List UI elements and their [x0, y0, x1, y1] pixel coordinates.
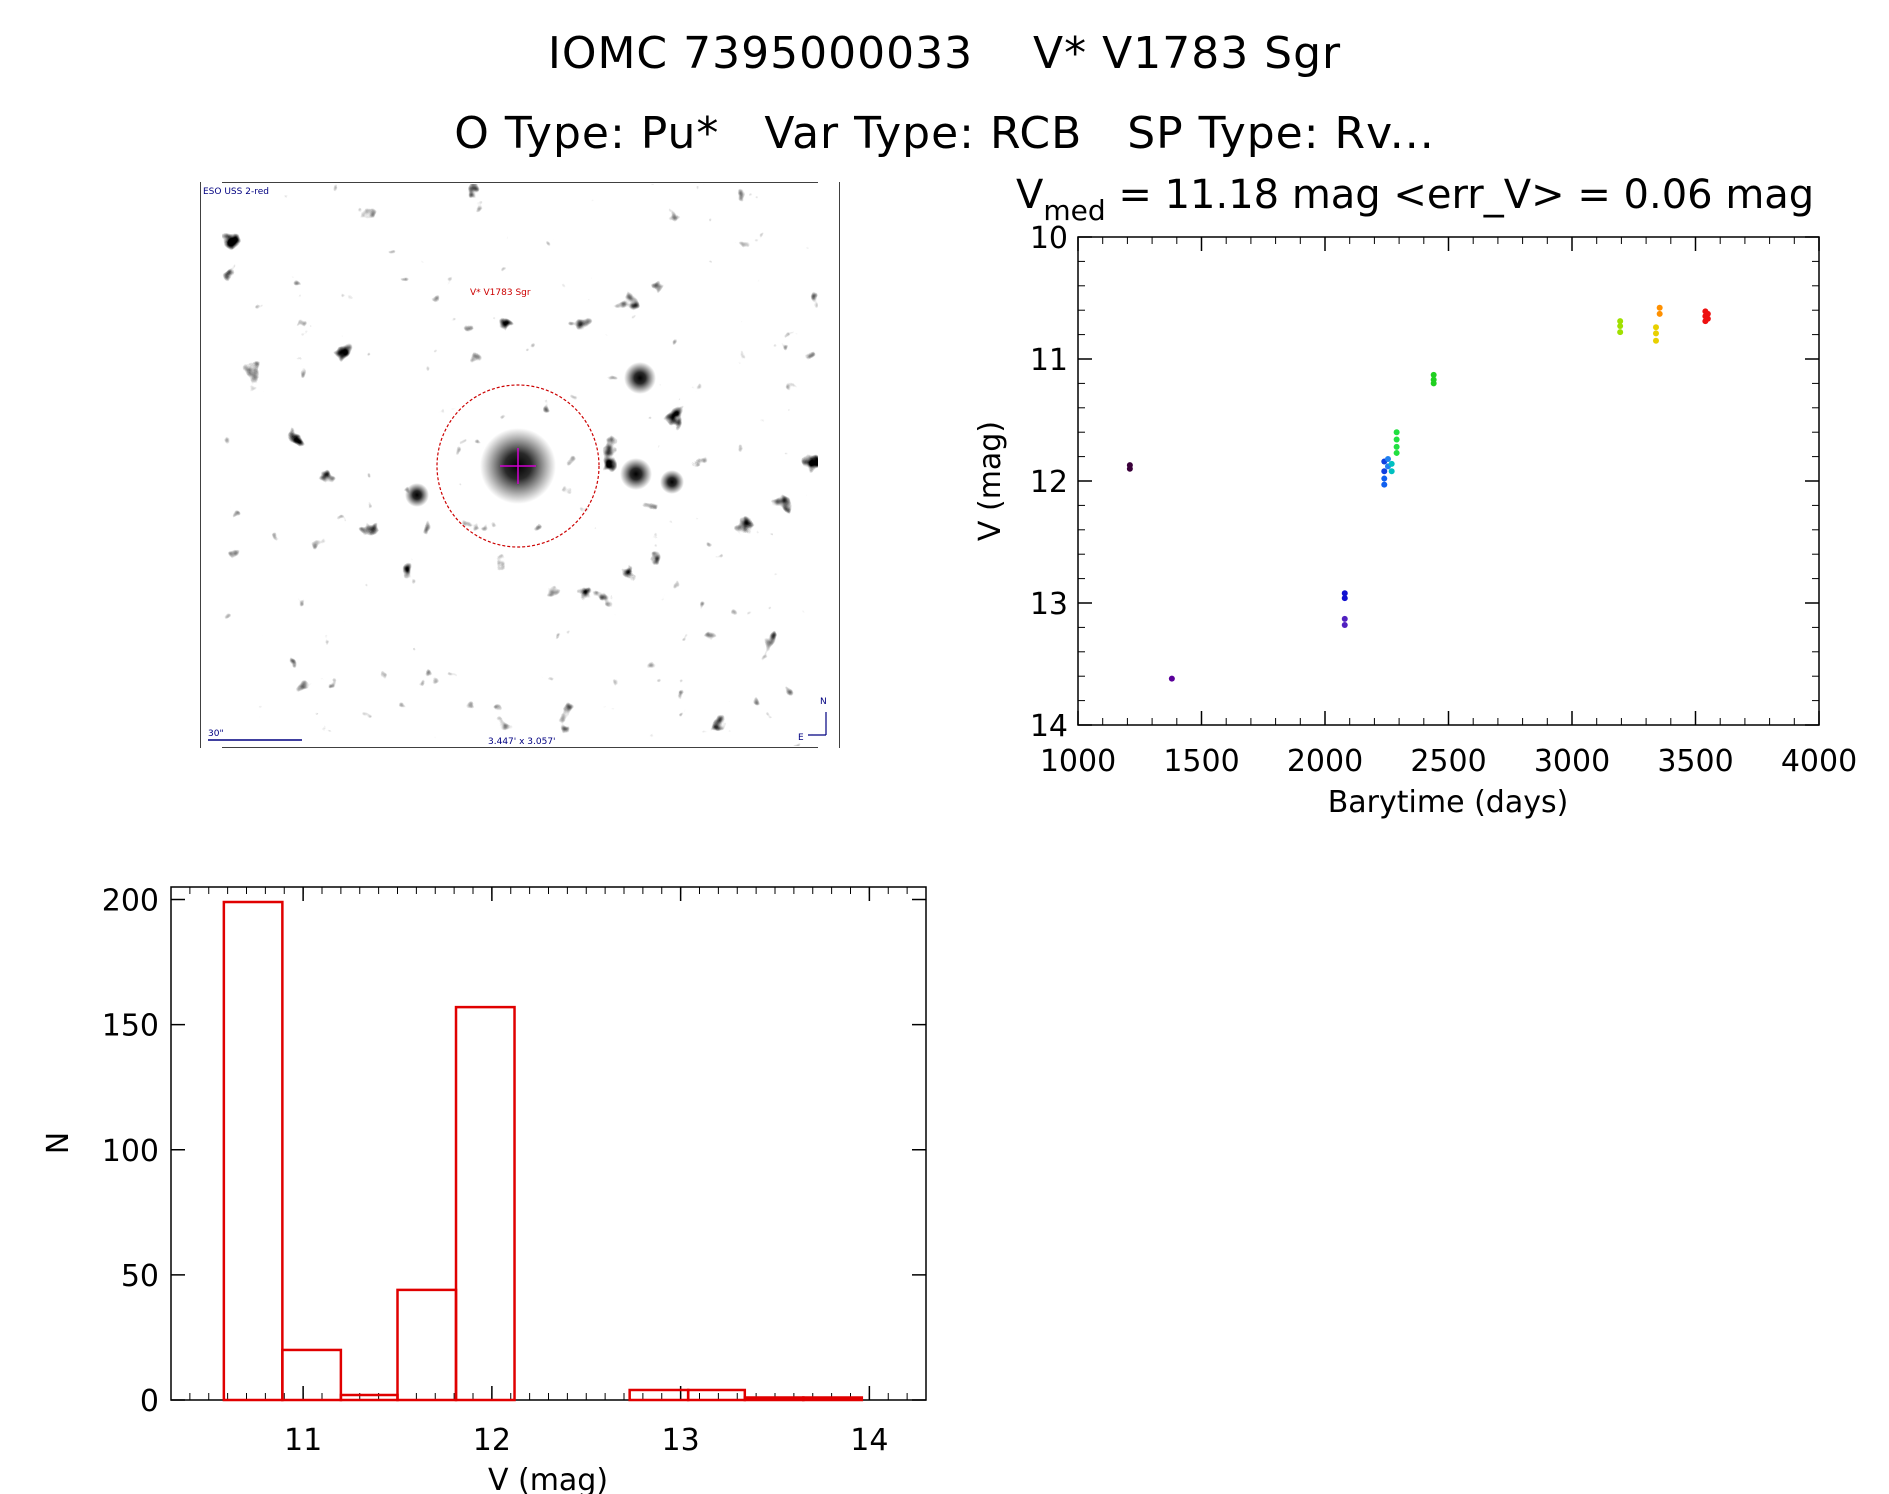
hist-y-tick-label: 100	[102, 1134, 159, 1169]
histogram-bar	[396, 1288, 458, 1402]
hist-x-tick-label: 12	[473, 1423, 511, 1458]
data-point	[1617, 318, 1624, 325]
title-rest: = 11.18 mag <err_V> = 0.06 mag	[1106, 172, 1815, 218]
scale-bar-label: 30"	[208, 729, 224, 739]
histogram-bar	[743, 1396, 805, 1402]
y-tick-label: 11	[1030, 343, 1068, 378]
hist-x-tick-label: 11	[284, 1423, 322, 1458]
chart-title-line2: O Type: Pu* Var Type: RCB SP Type: Rv...	[454, 108, 1435, 159]
histogram-xlabel: V (mag)	[488, 1463, 608, 1494]
x-tick-label: 1500	[1163, 744, 1239, 779]
fov-label: 3.447' x 3.057'	[488, 737, 556, 747]
data-point	[1393, 443, 1400, 450]
data-point	[1393, 449, 1400, 456]
data-point	[1341, 595, 1348, 602]
light-curve-ylabel: V (mag)	[973, 421, 1008, 541]
x-tick-label: 1000	[1040, 744, 1116, 779]
histogram-bar	[454, 1005, 516, 1402]
sky-image-panel: ESO USS 2-red V* V1783 Sgr 30" 3.447' x …	[200, 182, 840, 748]
hist-y-tick-label: 150	[102, 1009, 159, 1044]
data-point	[1388, 460, 1395, 467]
data-point	[1341, 615, 1348, 622]
histogram-bar	[339, 1393, 399, 1402]
hist-x-tick-label: 13	[662, 1423, 700, 1458]
histogram-ylabel: N	[41, 1132, 76, 1154]
y-tick-label: 14	[1030, 709, 1068, 744]
x-tick-label: 3500	[1657, 744, 1733, 779]
data-point	[1384, 456, 1391, 463]
hist-y-tick-label: 0	[140, 1384, 159, 1419]
north-label: N	[820, 697, 827, 707]
data-point	[1126, 465, 1133, 472]
data-point	[1704, 315, 1711, 322]
data-point	[1656, 310, 1663, 317]
histogram-bar	[222, 900, 284, 1402]
hist-y-tick-label: 200	[102, 884, 159, 919]
histogram-plot-frame	[170, 886, 927, 1401]
x-tick-label: 2500	[1410, 744, 1486, 779]
target-circle	[436, 384, 600, 548]
data-point	[1617, 323, 1624, 330]
data-point	[1652, 330, 1659, 337]
data-point	[1617, 329, 1624, 336]
title-v: V	[1016, 172, 1044, 218]
target-label: V* V1783 Sgr	[470, 288, 531, 298]
y-tick-label: 13	[1030, 587, 1068, 622]
data-point	[1381, 475, 1388, 482]
x-tick-label: 3000	[1534, 744, 1610, 779]
x-tick-label: 2000	[1287, 744, 1363, 779]
data-point	[1393, 429, 1400, 436]
light-curve-title: Vmed = 11.18 mag <err_V> = 0.06 mag	[1016, 172, 1814, 227]
data-point	[1381, 481, 1388, 488]
hist-x-tick-label: 14	[850, 1423, 888, 1458]
x-tick-label: 4000	[1781, 744, 1857, 779]
data-point	[1388, 468, 1395, 475]
data-point	[1381, 468, 1388, 475]
light-curve-chart: Vmed = 11.18 mag <err_V> = 0.06 mag 1000…	[973, 172, 1857, 820]
data-point	[1341, 621, 1348, 628]
histogram-bar	[802, 1396, 864, 1402]
data-point	[1656, 304, 1663, 311]
data-point	[1652, 324, 1659, 331]
data-point	[1168, 675, 1175, 682]
y-tick-label: 12	[1030, 465, 1068, 500]
histogram-bar	[628, 1388, 690, 1402]
chart-title-line1: IOMC 7395000033 V* V1783 Sgr	[547, 28, 1342, 79]
light-curve-xlabel: Barytime (days)	[1328, 785, 1569, 820]
histogram-bar	[686, 1388, 747, 1402]
histogram-bar	[281, 1348, 343, 1402]
data-point	[1430, 380, 1437, 387]
data-point	[1341, 590, 1348, 597]
data-point	[1704, 310, 1711, 317]
data-point	[1393, 436, 1400, 443]
data-point	[1652, 337, 1659, 344]
hist-y-tick-label: 50	[121, 1259, 159, 1294]
y-tick-label: 10	[1030, 221, 1068, 256]
data-point	[1430, 371, 1437, 378]
title-sub: med	[1043, 194, 1105, 227]
survey-label: ESO USS 2-red	[203, 187, 269, 197]
east-label: E	[798, 733, 804, 743]
